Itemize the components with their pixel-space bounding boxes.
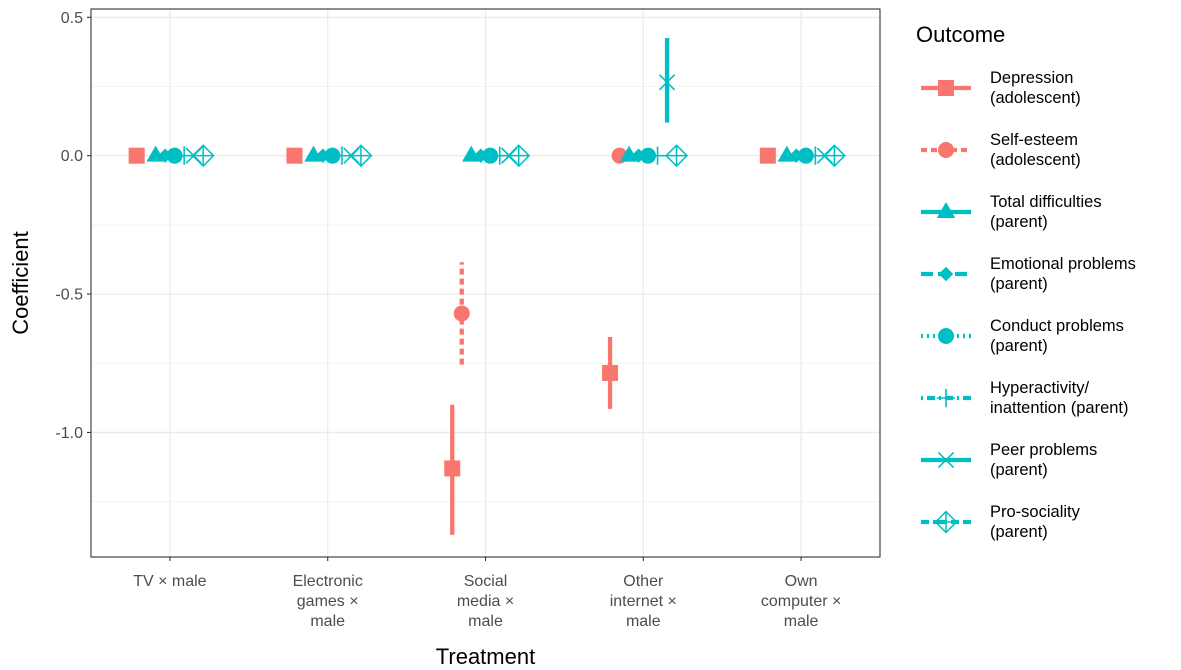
legend-item: Total difficulties (parent) xyxy=(921,193,1102,231)
data-point xyxy=(806,146,825,165)
legend-label: Depression (adolescent) xyxy=(990,69,1081,107)
legend-item: Self-esteem (adolescent) xyxy=(921,131,1081,169)
x-tick-label: Other internet × male xyxy=(610,573,677,630)
legend-item: Emotional problems (parent) xyxy=(921,255,1136,293)
data-point xyxy=(658,74,676,91)
data-point xyxy=(174,146,194,165)
data-point xyxy=(286,147,303,164)
legend-key-symbol xyxy=(938,142,954,158)
legend-key-symbol xyxy=(937,451,955,469)
legend-key-symbol xyxy=(934,510,958,534)
data-point xyxy=(822,144,846,168)
data-point xyxy=(640,147,657,164)
chart-marks xyxy=(128,38,846,535)
legend-key-symbol xyxy=(936,388,956,408)
data-point xyxy=(444,460,461,477)
legend-item: Hyperactivity/inattention (parent) xyxy=(921,379,1129,417)
legend-title: Outcome xyxy=(916,22,1005,47)
data-point xyxy=(665,144,689,168)
data-point xyxy=(602,364,619,381)
y-tick-label: -1.0 xyxy=(55,425,83,442)
grid xyxy=(91,9,880,557)
y-tick-label: 0.0 xyxy=(61,148,83,165)
legend-item: Peer problems (parent) xyxy=(921,441,1097,479)
y-tick-label: 0.5 xyxy=(61,10,83,27)
data-point xyxy=(128,147,145,164)
data-point xyxy=(789,148,804,163)
axes: 0.5 0.0 -0.5 -1.0 TV × male Electronic games ×… xyxy=(55,10,841,630)
data-point xyxy=(191,144,215,168)
data-point xyxy=(490,146,509,165)
data-point xyxy=(482,147,499,164)
data-point xyxy=(332,146,352,165)
data-point xyxy=(631,148,646,163)
legend-key-symbol xyxy=(938,80,954,96)
legend-label: Conduct problems (parent) xyxy=(990,317,1124,355)
x-tick-label: TV × male xyxy=(133,573,206,590)
data-point xyxy=(166,147,183,164)
legend-item: Depression (adolescent) xyxy=(921,69,1081,107)
legend-label: Peer problems (parent) xyxy=(990,441,1097,479)
x-tick-label: Social media × male xyxy=(457,573,514,630)
data-point xyxy=(759,147,776,164)
data-point xyxy=(507,144,531,168)
legend-key-symbol xyxy=(938,328,954,344)
x-axis-title: Treatment xyxy=(436,644,535,669)
x-tick-label: Electronic games × male xyxy=(293,573,363,630)
legend-key-symbol xyxy=(936,202,956,218)
legend-label: Self-esteem (adolescent) xyxy=(990,131,1081,169)
legend-label: Total difficulties (parent) xyxy=(990,193,1102,231)
data-point xyxy=(349,144,373,168)
data-point xyxy=(453,305,470,322)
y-tick-label: -0.5 xyxy=(55,287,83,304)
legend: Outcome Depression (adolescent) Self-estee… xyxy=(916,22,1136,541)
y-axis-title: Coefficient xyxy=(8,231,33,335)
data-point xyxy=(648,146,667,165)
x-tick-label: Own computer × male xyxy=(761,573,841,630)
data-point xyxy=(324,147,341,164)
legend-item: Conduct problems (parent) xyxy=(921,317,1124,355)
legend-key-symbol xyxy=(938,266,954,282)
legend-label: Hyperactivity/inattention (parent) xyxy=(990,379,1129,417)
data-point xyxy=(797,147,814,164)
legend-item: Pro-sociality (parent) xyxy=(921,503,1081,541)
legend-label: Pro-sociality (parent) xyxy=(990,503,1081,541)
legend-label: Emotional problems (parent) xyxy=(990,255,1136,293)
